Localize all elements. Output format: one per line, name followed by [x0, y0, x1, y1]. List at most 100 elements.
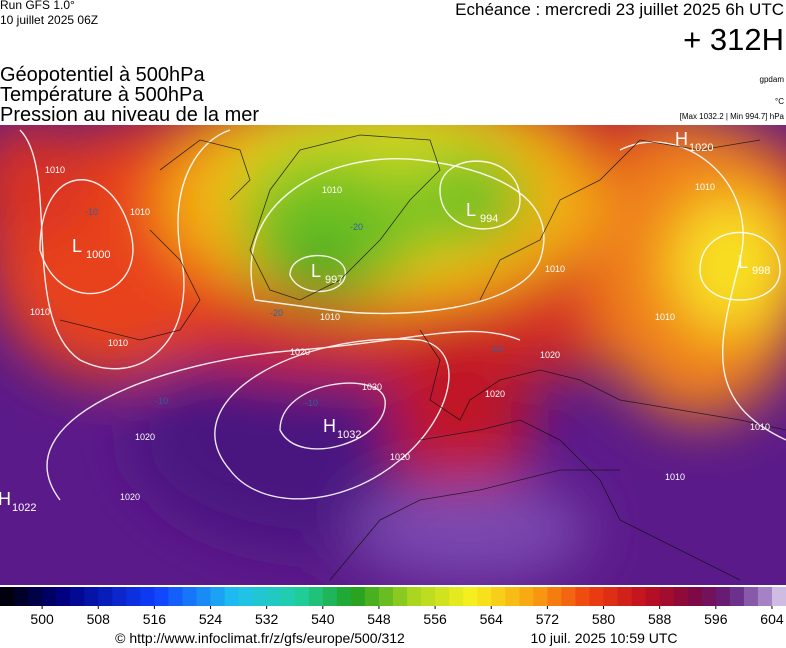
colorbar-swatch	[196, 587, 212, 606]
pressure-center-type: H	[323, 416, 336, 436]
temperature-label: -10	[305, 398, 318, 408]
colorbar-swatch	[280, 587, 296, 606]
colorbar-swatch	[477, 587, 492, 606]
colorbar-swatch	[140, 587, 155, 606]
colorbar-swatch	[126, 587, 141, 606]
colorbar-tick-label: 532	[255, 611, 279, 627]
run-label: Run GFS 1.0°	[0, 0, 75, 12]
isobar-label: 1010	[30, 307, 50, 317]
colorbar-swatch	[729, 587, 745, 606]
colorbar-swatch	[350, 587, 366, 606]
pressure-center-type: H	[675, 129, 688, 149]
colorbar-swatch	[491, 587, 506, 606]
colorbar-swatch	[28, 587, 43, 606]
unit-label: gpdam	[760, 75, 785, 84]
pressure-center-value: 1000	[86, 249, 110, 261]
isobar-label: 1010	[322, 185, 342, 195]
colorbar-swatch	[322, 587, 338, 606]
pressure-center-type: L	[72, 236, 82, 256]
colorbar-swatch	[336, 587, 352, 606]
colorbar-swatch	[42, 587, 57, 606]
temperature-label: -20	[270, 308, 283, 318]
pressure-center-type: L	[738, 252, 748, 272]
colorbar-tick-label: 572	[536, 611, 560, 627]
lead-time: + 312H	[683, 22, 784, 57]
pressure-center-value: 994	[480, 213, 498, 225]
colorbar-tick-label: 540	[311, 611, 335, 627]
colorbar-swatch	[224, 587, 240, 606]
field-label: Géopotentiel à 500hPa	[0, 64, 205, 86]
colorbar-swatch	[757, 587, 773, 606]
colorbar-swatch	[771, 587, 786, 606]
colorbar-swatch	[631, 587, 647, 606]
colorbar-tick-label: 516	[143, 611, 167, 627]
colorbar-tick-label: 548	[367, 611, 391, 627]
colorbar-tick-label: 500	[30, 611, 54, 627]
pressure-center-value: 1020	[689, 142, 713, 154]
colorbar-tick-label: 564	[480, 611, 504, 627]
colorbar-swatch	[364, 587, 380, 606]
colorbar-swatch	[603, 587, 619, 606]
isobar-label: 1010	[45, 165, 65, 175]
isobar-label: 1010	[320, 312, 340, 322]
colorbar-swatch	[645, 587, 661, 606]
colorbar-tick-label: 524	[199, 611, 223, 627]
pressure-center-value: 1022	[12, 502, 36, 514]
colorbar-swatch	[70, 587, 85, 606]
valid-time: Echéance : mercredi 23 juillet 2025 6h U…	[455, 0, 784, 19]
isobar-label: 1020	[290, 347, 310, 357]
colorbar-swatch	[308, 587, 324, 606]
unit-label: °C	[775, 97, 784, 106]
temperature-label: -10	[490, 344, 503, 354]
isobar-label: 1010	[665, 472, 685, 482]
colorbar-tick-label: 604	[760, 611, 784, 627]
pressure-center-type: H	[0, 489, 11, 509]
colorbar-swatch	[463, 587, 478, 606]
colorbar-swatch	[561, 587, 576, 606]
colorbar-swatch	[182, 587, 197, 606]
isobar-label: 1020	[135, 432, 155, 442]
colorbar-swatch	[0, 587, 15, 606]
isobar-label: 1020	[540, 350, 560, 360]
colorbar-swatch	[743, 587, 759, 606]
colorbar-swatch	[393, 587, 408, 606]
pressure-center-type: L	[466, 200, 476, 220]
colorbar-swatch	[659, 587, 675, 606]
isobar-label: 1010	[545, 264, 565, 274]
colorbar-swatch	[56, 587, 71, 606]
generated-time: 10 juil. 2025 10:59 UTC	[530, 630, 677, 646]
colorbar-swatch	[294, 587, 310, 606]
colorbar-swatch	[168, 587, 183, 606]
colorbar-swatch	[210, 587, 226, 606]
colorbar-swatch	[673, 587, 689, 606]
colorbar-tick-label: 596	[704, 611, 728, 627]
source-link: © http://www.infoclimat.fr/z/gfs/europe/…	[115, 630, 405, 646]
isobar-label: 1020	[390, 452, 410, 462]
colorbar-swatch	[407, 587, 422, 606]
colorbar-swatch	[617, 587, 633, 606]
isobar-label: 1010	[130, 207, 150, 217]
temperature-label: -20	[350, 222, 363, 232]
colorbar-swatch	[449, 587, 464, 606]
colorbar-swatch	[687, 587, 703, 606]
isobar-label: 1020	[120, 492, 140, 502]
pressure-center-value: 998	[752, 265, 770, 277]
colorbar-swatch	[154, 587, 169, 606]
colorbar-swatch	[84, 587, 99, 606]
isobar-label: 1030	[362, 382, 382, 392]
colorbar-swatch	[519, 587, 534, 606]
isobar-label: 1010	[750, 422, 770, 432]
colorbar-swatch	[238, 587, 254, 606]
pressure-center-type: L	[311, 261, 321, 281]
isobar-label: 1010	[655, 312, 675, 322]
colorbar-swatch	[98, 587, 113, 606]
colorbar-swatch	[252, 587, 268, 606]
isobar-label: 1010	[108, 338, 128, 348]
colorbar-swatch	[266, 587, 282, 606]
colorbar-swatch	[575, 587, 590, 606]
colorbar-swatch	[715, 587, 731, 606]
pressure-center-value: 997	[325, 274, 343, 286]
colorbar-swatch	[589, 587, 605, 606]
unit-label: [Max 1032.2 | Min 994.7] hPa	[680, 112, 785, 121]
